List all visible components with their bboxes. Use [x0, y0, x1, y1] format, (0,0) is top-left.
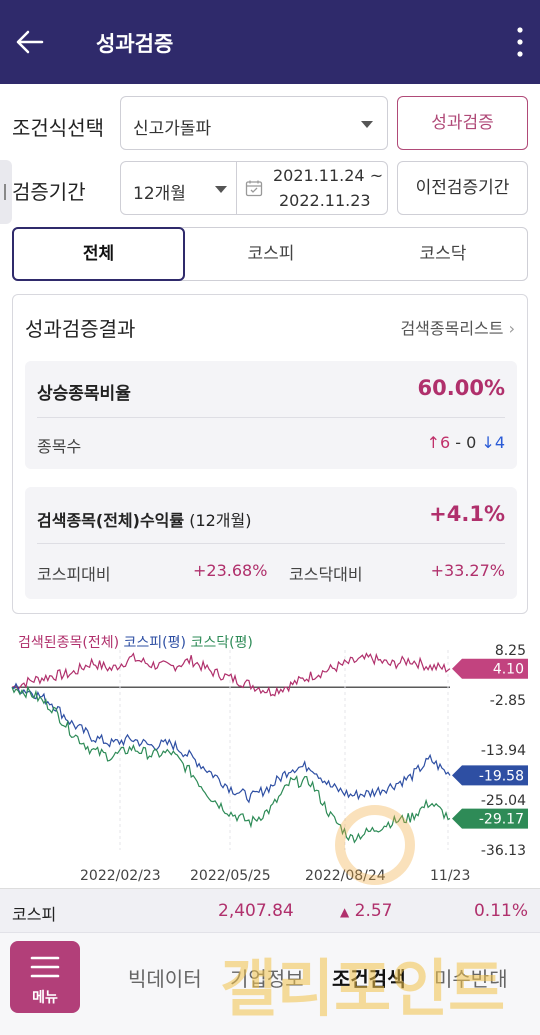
legend-item: 코스피(평)	[123, 635, 186, 651]
triangle-up-icon: ▲	[340, 905, 350, 919]
index-ticker[interactable]: 코스피 2,407.84 ▲ 2.57 0.11%	[0, 888, 540, 932]
stock-count-values: ↑6 - 0 ↓4	[427, 433, 505, 452]
result-card: 성과검증결과 검색종목리스트 › 상승종목비율 60.00% 종목수 ↑6 - …	[12, 294, 528, 614]
vs-kosdaq-label: 코스닥대비	[289, 565, 363, 584]
stock-list-link-label: 검색종목리스트	[400, 319, 504, 338]
drawer-handle[interactable]	[0, 160, 12, 224]
chart-svg: 2022/02/23 2022/05/25 2022/08/24 11/23 8.25 -…	[11, 643, 528, 884]
verify-button[interactable]: 성과검증	[397, 96, 528, 150]
menu-button[interactable]: 메뉴	[10, 941, 80, 1013]
period-label: 검증기간	[12, 180, 86, 204]
nav-margin-opposite[interactable]: 미수반대	[434, 967, 508, 991]
y-tick-label: -2.85	[490, 693, 526, 709]
x-tick-label: 2022/05/25	[190, 868, 271, 884]
tab-kosdaq[interactable]: 코스닥	[419, 244, 467, 264]
nav-condition-search[interactable]: 조건검색	[332, 967, 406, 991]
end-value-label: -19.58	[479, 768, 524, 784]
end-value-label: 4.10	[493, 662, 524, 678]
ticker-change: ▲ 2.57	[340, 901, 393, 921]
period-start-date: 2021.11.24 ~	[273, 166, 384, 185]
y-tick-label: -13.94	[481, 743, 526, 759]
select-divider	[236, 162, 237, 214]
period-end-date: 2022.11.23	[279, 191, 371, 210]
chart-legend: 검색된종목(전체) 코스피(평) 코스닥(평)	[18, 632, 253, 652]
legend-item: 검색된종목(전체)	[18, 635, 120, 651]
more-vertical-icon[interactable]	[512, 24, 528, 60]
series-line	[11, 682, 451, 804]
ticker-price: 2,407.84	[218, 901, 294, 921]
rise-ratio-value: 60.00%	[417, 376, 505, 400]
caret-down-icon	[215, 186, 227, 193]
return-label-text: 검색종목(전체)수익률	[37, 511, 185, 530]
series-line	[11, 652, 451, 697]
ticker-change-value: 2.57	[354, 901, 393, 921]
y-tick-label: -25.04	[481, 793, 526, 809]
y-tick-label: -36.13	[481, 843, 526, 859]
count-flat: 0	[466, 433, 477, 452]
calendar-icon[interactable]	[245, 179, 263, 197]
tab-kospi[interactable]: 코스피	[247, 244, 295, 264]
stock-count-label: 종목수	[37, 437, 82, 456]
nav-company-info[interactable]: 기업정보	[230, 967, 304, 991]
vs-kosdaq-value: +33.27%	[430, 561, 505, 580]
dash-icon: -	[455, 433, 467, 452]
return-panel: 검색종목(전체)수익률 (12개월) +4.1% 코스피대비 +23.68% 코…	[25, 487, 517, 599]
hamburger-icon	[30, 956, 60, 978]
count-up: 6	[439, 433, 451, 452]
up-arrow-icon: ↑	[426, 433, 440, 452]
end-value-flag	[452, 808, 528, 829]
performance-chart: 검색된종목(전체) 코스피(평) 코스닥(평) 2022/02/23 2022/0…	[0, 622, 540, 892]
divider	[37, 543, 505, 544]
ticker-name: 코스피	[12, 905, 57, 924]
nav-bigdata[interactable]: 빅데이터	[128, 967, 202, 991]
y-tick-label: 8.25	[495, 643, 526, 659]
previous-period-button[interactable]: 이전검증기간	[397, 161, 528, 215]
condition-select-value: 신고가돌파	[133, 119, 212, 139]
x-tick-label: 2022/02/23	[80, 868, 161, 884]
vs-kospi-value: +23.68%	[193, 561, 268, 580]
return-value: +4.1%	[429, 502, 505, 526]
x-tick-label: 2022/08/24	[305, 868, 386, 884]
divider	[37, 417, 505, 418]
drawer-handle-grip	[4, 184, 6, 200]
end-value-flag	[452, 658, 528, 679]
ticker-change-pct: 0.11%	[473, 901, 528, 921]
tab-all[interactable]: 전체	[12, 227, 185, 281]
return-period: (12개월)	[189, 511, 252, 530]
condition-select[interactable]: 신고가돌파	[120, 96, 388, 150]
down-arrow-icon: ↓	[481, 433, 495, 452]
count-down: 4	[494, 433, 505, 452]
stock-list-link[interactable]: 검색종목리스트 ›	[400, 315, 515, 339]
chevron-right-icon: ›	[508, 319, 515, 338]
period-select-value: 12개월	[133, 184, 186, 204]
page-title: 성과검증	[96, 32, 174, 56]
caret-down-icon	[361, 121, 373, 128]
end-value-label: -29.17	[479, 812, 524, 828]
bottom-nav: 메뉴 빅데이터 기업정보 조건검색 미수반대	[0, 932, 540, 1035]
x-tick-label: 11/23	[430, 868, 470, 884]
arrow-left-icon[interactable]	[12, 24, 48, 60]
end-value-flag	[452, 765, 528, 786]
rise-ratio-panel: 상승종목비율 60.00% 종목수 ↑6 - 0 ↓4	[25, 361, 517, 469]
vs-kospi-label: 코스피대비	[37, 565, 111, 584]
result-title: 성과검증결과	[25, 317, 136, 341]
condition-label: 조건식선택	[12, 116, 104, 140]
market-tabs: 전체 코스피 코스닥	[12, 227, 528, 281]
legend-item: 코스닥(평)	[190, 635, 253, 651]
menu-label: 메뉴	[32, 990, 58, 1006]
period-select[interactable]: 12개월 2021.11.24 ~ 2022.11.23	[120, 161, 388, 215]
rise-ratio-label: 상승종목비율	[37, 384, 131, 404]
series-line	[11, 685, 451, 844]
app-header: 성과검증	[0, 0, 540, 84]
return-label: 검색종목(전체)수익률 (12개월)	[37, 507, 252, 531]
